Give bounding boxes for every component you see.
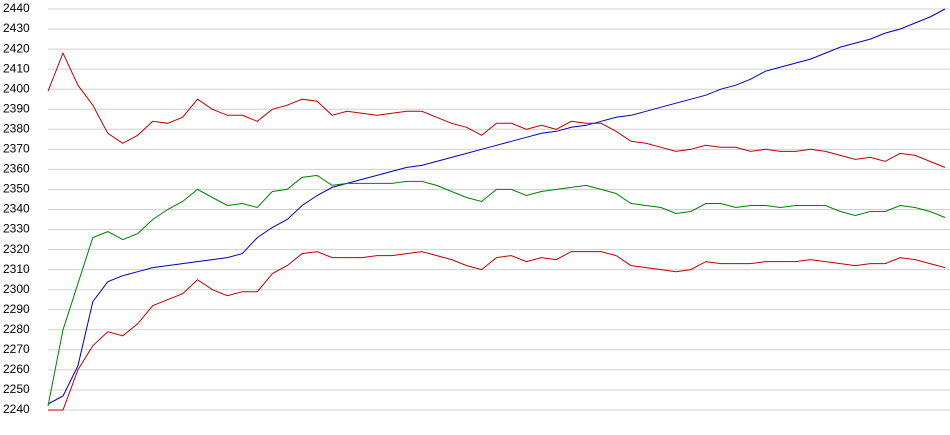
y-tick-label: 2370 [3,142,30,156]
y-tick-label: 2350 [3,182,30,196]
y-tick-label: 2420 [3,41,30,55]
y-tick-label: 2360 [3,162,30,176]
y-tick-label: 2330 [3,222,30,236]
series-line [47,174,946,407]
y-tick-label: 2400 [3,81,30,95]
y-tick-label: 2260 [3,362,30,376]
y-tick-label: 2280 [3,322,30,336]
y-tick-label: 2290 [3,302,30,316]
y-tick-label: 2440 [3,1,30,15]
y-tick-label: 2320 [3,242,30,256]
y-tick-label: 2380 [3,121,30,135]
series-line [48,251,946,411]
y-tick-label: 2410 [3,61,30,75]
y-tick-label: 2430 [3,21,30,35]
y-tick-label: 2310 [3,262,30,276]
y-tick-label: 2250 [3,382,30,396]
series-line [47,51,946,168]
series-line [47,8,946,405]
y-tick-label: 2300 [3,282,30,296]
y-tick-label: 2270 [3,342,30,356]
y-tick-label: 2240 [3,402,30,416]
y-tick-label: 2390 [3,101,30,115]
y-tick-label: 2340 [3,202,30,216]
